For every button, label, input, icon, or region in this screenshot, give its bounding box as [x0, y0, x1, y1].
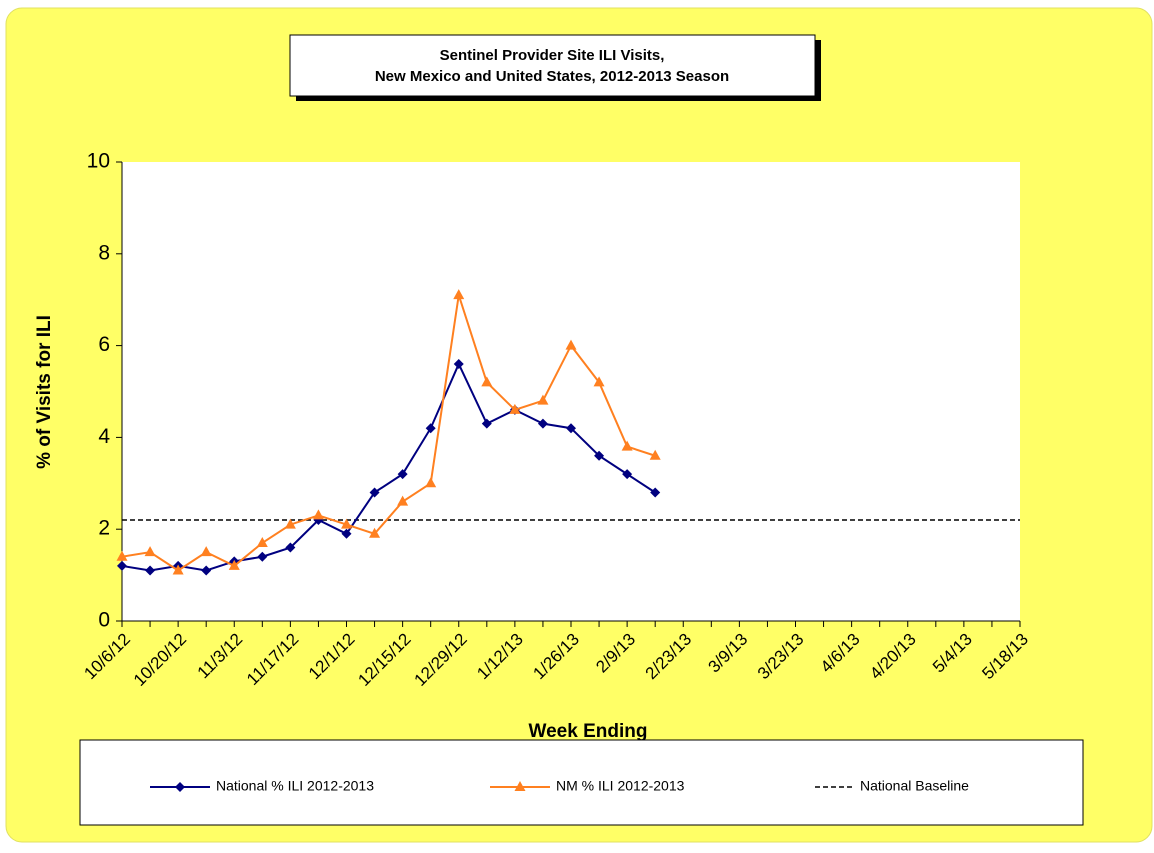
marker: [341, 528, 352, 539]
legend-label: National % ILI 2012-2013: [216, 778, 374, 794]
x-axis-title: Week Ending: [529, 721, 648, 742]
marker: [257, 551, 268, 562]
marker: [369, 487, 380, 498]
marker: [116, 550, 128, 561]
marker: [397, 495, 409, 506]
marker: [201, 565, 212, 576]
marker: [514, 781, 526, 791]
marker: [145, 565, 156, 576]
marker: [425, 477, 437, 488]
y-tick-label: 4: [98, 425, 110, 448]
marker: [341, 518, 352, 529]
marker: [200, 546, 212, 557]
y-tick-label: 2: [98, 517, 110, 540]
marker: [117, 560, 127, 571]
marker: [481, 376, 493, 387]
series-line: [121, 361, 656, 572]
marker: [284, 518, 296, 529]
marker: [594, 450, 605, 461]
marker: [537, 394, 549, 405]
marker: [256, 536, 268, 547]
chart-title: Sentinel Provider Site ILI Visits,: [440, 47, 665, 64]
legend-label: National Baseline: [860, 778, 969, 794]
plot-area: [122, 162, 1020, 621]
y-tick-label: 0: [98, 609, 110, 632]
marker: [537, 418, 548, 429]
marker: [172, 564, 184, 575]
marker: [144, 546, 156, 557]
marker: [509, 403, 521, 414]
marker: [285, 542, 296, 553]
marker: [425, 423, 436, 434]
series-line: [121, 294, 656, 572]
legend-label: NM % ILI 2012-2013: [556, 778, 685, 794]
legend: [79, 739, 1084, 826]
marker: [453, 289, 465, 300]
marker: [228, 559, 240, 570]
y-tick-label: 6: [98, 333, 110, 356]
y-axis-title: % of Visits for ILI: [34, 315, 55, 469]
marker: [312, 509, 324, 520]
marker: [649, 449, 661, 460]
marker: [453, 358, 464, 369]
y-tick-label: 8: [98, 241, 110, 264]
marker: [622, 469, 633, 480]
marker: [565, 339, 577, 350]
title-box: [289, 34, 816, 97]
marker: [621, 440, 633, 451]
marker: [650, 487, 661, 498]
marker: [481, 418, 492, 429]
marker: [175, 782, 185, 792]
marker: [566, 423, 576, 434]
marker: [397, 469, 408, 480]
chart-subtitle: New Mexico and United States, 2012-2013 …: [375, 68, 729, 85]
marker: [593, 376, 605, 387]
y-tick-label: 10: [87, 150, 110, 173]
marker: [369, 527, 381, 538]
